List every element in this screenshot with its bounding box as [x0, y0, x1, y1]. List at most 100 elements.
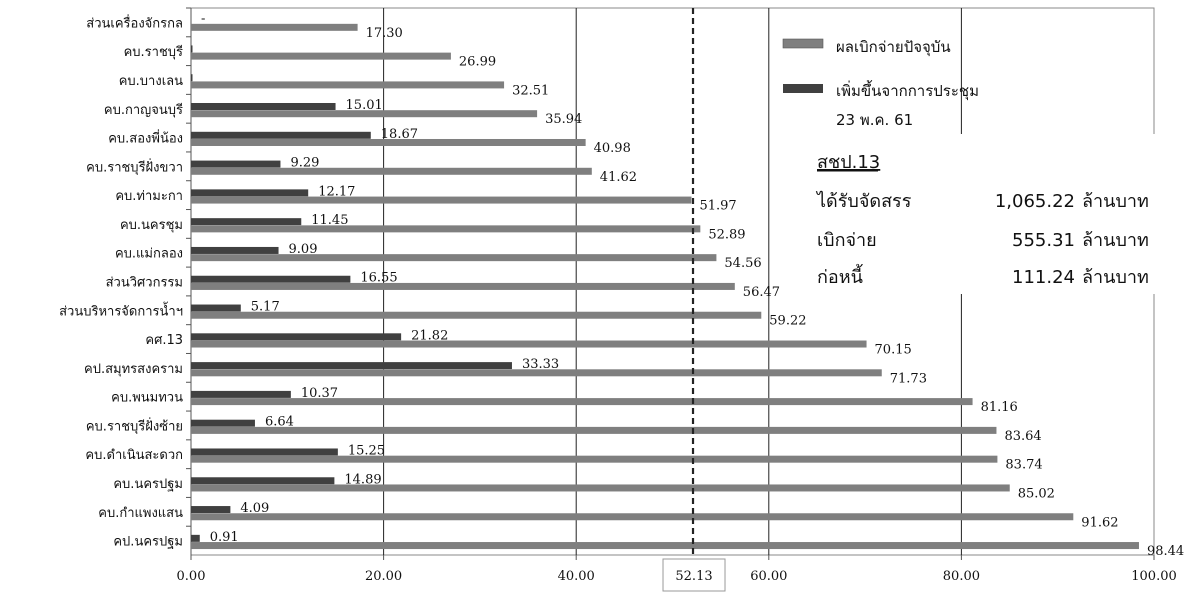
value-label-increase: 4.09 — [240, 501, 269, 516]
category-label: คบ.กาญจนบุรี — [104, 102, 183, 118]
category-label: คป.สมุทรสงคราม — [84, 362, 183, 377]
info-row-allocated-unit: ล้านบาท — [1082, 191, 1149, 212]
bar-current — [191, 455, 998, 463]
value-label-increase: 15.25 — [348, 443, 385, 458]
bar-current — [191, 196, 692, 204]
info-row-committed-value: 111.24 — [1012, 267, 1075, 288]
bar-increase — [191, 246, 279, 254]
bar-current — [191, 484, 1010, 492]
value-label-increase: 9.09 — [289, 242, 318, 257]
value-label-increase: 18.67 — [381, 127, 418, 142]
info-row-committed-unit: ล้านบาท — [1082, 267, 1149, 288]
value-label-increase: 12.17 — [318, 184, 355, 199]
bar-current — [191, 138, 586, 146]
bar-current — [191, 513, 1074, 521]
value-label-increase: 14.89 — [344, 472, 381, 487]
legend-label-increase: เพิ่มขึ้นจากการประชุม — [836, 80, 979, 101]
x-tick-label: 60.00 — [750, 569, 787, 584]
bar-current — [191, 167, 592, 175]
value-labels: - 17.30 26.99 32.51 15.01 35.94 18.67 40.98 9.29… — [201, 12, 1184, 559]
info-box: สชป.13 ได้รับจัดสรร 1,065.22 ล้านบาท เบิ… — [807, 134, 1190, 294]
info-row-disbursed-value: 555.31 — [1012, 230, 1075, 251]
bar-increase — [191, 448, 338, 456]
value-label-increase: 6.64 — [265, 415, 294, 430]
bar-current — [191, 542, 1139, 550]
legend-label-increase-date: 23 พ.ค. 61 — [836, 111, 913, 129]
value-label-increase: 15.01 — [346, 98, 383, 113]
bar-increase — [191, 189, 309, 197]
bar-increase — [191, 103, 336, 111]
category-label: คบ.กำแพงแสน — [98, 506, 183, 521]
value-label-current: 83.64 — [1004, 429, 1041, 444]
value-label-increase: 5.17 — [251, 300, 280, 315]
value-label-increase: 0.91 — [210, 530, 239, 545]
bar-current — [191, 426, 997, 434]
value-label-current: 52.89 — [708, 227, 745, 242]
value-label-current: 32.51 — [512, 83, 549, 98]
bar-current — [191, 311, 762, 319]
value-label-current: 91.62 — [1081, 515, 1118, 530]
category-label: คบ.แม่กลอง — [115, 247, 183, 262]
info-row-committed-label: ก่อหนี้ — [817, 264, 863, 288]
bar-current — [191, 282, 735, 290]
category-label: คบ.บางเลน — [119, 74, 183, 89]
bar-current — [191, 52, 451, 60]
bar-increase — [191, 131, 371, 139]
category-labels: ส่วนเครื่องจักรกลคบ.ราชบุรีคบ.บางเลนคบ.ก… — [59, 14, 183, 549]
value-label-current: 17.30 — [366, 26, 403, 41]
bar-increase — [191, 45, 193, 53]
value-label-current: 56.47 — [743, 285, 780, 300]
bar-current — [191, 340, 867, 348]
bar-current — [191, 398, 973, 406]
x-tick-label: 40.00 — [558, 569, 595, 584]
bar-current — [191, 254, 717, 262]
legend-label-current: ผลเบิกจ่ายปัจจุบัน — [836, 38, 951, 57]
bar-current — [191, 110, 538, 118]
legend-swatch-increase — [783, 84, 823, 93]
category-label: ส่วนเครื่องจักรกล — [86, 14, 183, 31]
value-label-current: 26.99 — [459, 55, 496, 70]
x-tick-label: 100.00 — [1131, 569, 1177, 584]
info-box-background — [807, 134, 1190, 294]
value-label-current: 35.94 — [545, 112, 582, 127]
x-tick-label: 20.00 — [365, 569, 402, 584]
bar-increase — [191, 74, 193, 82]
value-label-current: 40.98 — [594, 141, 631, 156]
value-label-current: 81.16 — [981, 400, 1018, 415]
value-label-increase: 11.45 — [311, 213, 348, 228]
value-label-increase: 10.37 — [301, 386, 338, 401]
value-label-increase: 9.29 — [290, 156, 319, 171]
x-tick-label: 0.00 — [177, 569, 206, 584]
bar-current — [191, 225, 701, 233]
category-label: คป.นครปฐม — [113, 535, 183, 550]
category-label: คบ.สองพี่น้อง — [108, 130, 183, 147]
category-label: ส่วนบริหารจัดการน้ำฯ — [59, 301, 183, 319]
value-label-increase: 16.55 — [360, 271, 397, 286]
bar-increase — [191, 419, 255, 427]
reference-line-label: 52.13 — [675, 569, 712, 584]
reference-line-label-box — [662, 558, 726, 592]
value-label-current: 85.02 — [1018, 486, 1055, 501]
value-label-current: 71.73 — [890, 371, 927, 386]
category-label: คบ.ราชบุรีฝั่งซ้าย — [86, 417, 183, 434]
bar-increase — [191, 333, 402, 341]
bar-increase — [191, 275, 351, 283]
value-label-increase: 21.82 — [411, 328, 448, 343]
info-box-title: สชป.13 — [817, 152, 880, 173]
bar-current — [191, 369, 882, 377]
value-label-increase: 33.33 — [522, 357, 559, 372]
category-label: คศ.13 — [145, 333, 183, 348]
category-label: คบ.พนมทวน — [111, 391, 183, 406]
category-label: ส่วนวิศวกรรม — [106, 276, 183, 291]
category-label: คบ.ท่ามะกา — [115, 189, 183, 204]
category-label: คบ.ดำเนินสะดวก — [85, 448, 183, 463]
category-label: คบ.ราชบุรีฝั่งขวา — [86, 158, 183, 175]
bar-increase — [191, 218, 302, 226]
info-row-allocated-label: ได้รับจัดสรร — [815, 190, 912, 212]
category-label: คบ.นครชุม — [120, 218, 183, 233]
category-label: คบ.ราชบุรี — [124, 44, 183, 60]
info-row-allocated-value: 1,065.22 — [995, 191, 1075, 212]
legend: ผลเบิกจ่ายปัจจุบัน เพิ่มขึ้นจากการประชุม… — [782, 38, 979, 129]
